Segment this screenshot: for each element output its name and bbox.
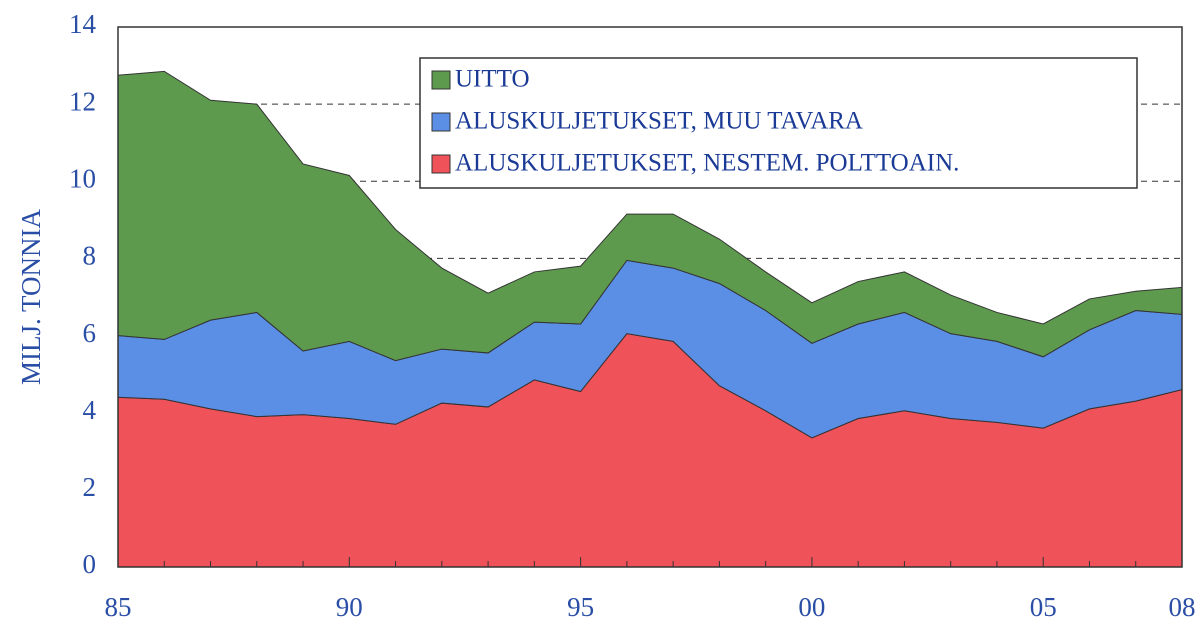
y-tick-label: 6 <box>83 318 97 348</box>
x-tick-label: 85 <box>105 592 132 622</box>
legend-swatch <box>431 112 451 132</box>
y-axis-label: MILJ. TONNIA <box>16 209 46 386</box>
x-tick-label: 08 <box>1169 592 1196 622</box>
legend-label: UITTO <box>455 66 530 93</box>
legend-swatch <box>431 70 451 90</box>
plot-frame <box>117 26 1183 568</box>
y-tick-label: 0 <box>83 549 97 579</box>
y-tick-label: 14 <box>69 9 97 39</box>
y-tick-label: 8 <box>83 241 97 271</box>
y-tick-label: 2 <box>83 472 97 502</box>
x-tick-label: 05 <box>1030 592 1057 622</box>
legend-label: ALUSKULJETUKSET, MUU TAVARA <box>455 108 863 135</box>
legend-swatch <box>431 154 451 174</box>
x-tick-label: 00 <box>798 592 825 622</box>
legend-box <box>419 57 1138 189</box>
legend-label: ALUSKULJETUKSET, NESTEM. POLTTOAIN. <box>455 150 959 177</box>
x-tick-label: 95 <box>567 592 594 622</box>
y-tick-label: 12 <box>69 86 96 116</box>
y-tick-label: 10 <box>69 163 96 193</box>
x-tick-label: 90 <box>336 592 363 622</box>
y-tick-label: 4 <box>83 395 97 425</box>
